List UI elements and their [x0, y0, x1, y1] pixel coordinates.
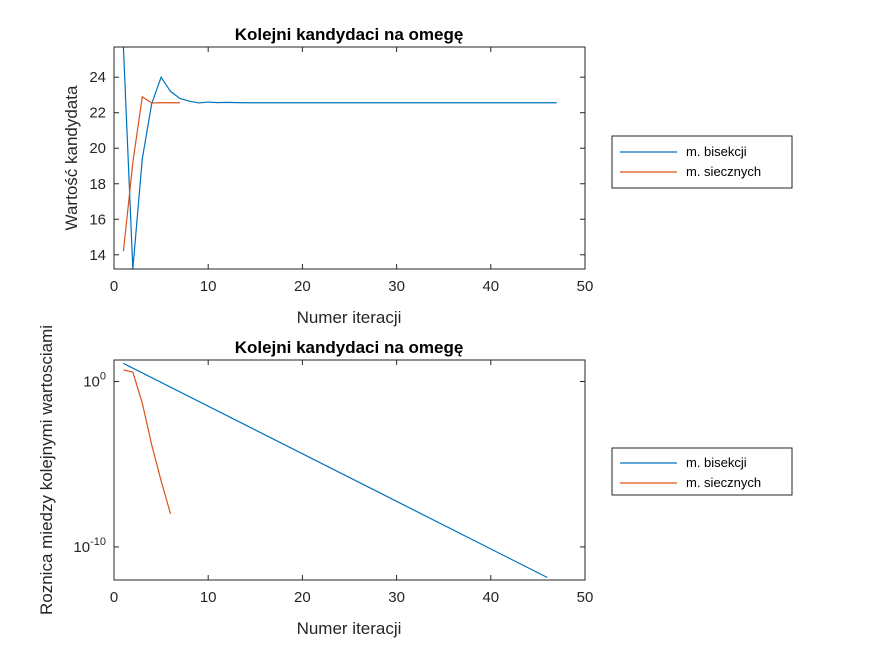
y-tick-label: 16: [89, 211, 106, 228]
x-tick-label: 50: [577, 278, 594, 295]
x-tick-label: 10: [200, 278, 217, 295]
legend-label-siecznych: m. siecznych: [686, 475, 761, 490]
x-axis-label: Numer iteracji: [297, 308, 402, 327]
y-tick-label: 24: [89, 69, 106, 86]
x-tick-label: 10: [200, 589, 217, 606]
y-tick-label: 22: [89, 105, 106, 122]
x-tick-label: 0: [110, 278, 118, 295]
y-axis-label: Roznica miedzy kolejnymi wartosciami: [37, 325, 56, 615]
x-tick-label: 20: [294, 589, 311, 606]
legend-box: [611, 135, 793, 189]
series-line-siecznych: [123, 369, 172, 514]
legend-label-bisekcji: m. bisekcji: [686, 455, 747, 470]
x-tick-label: 40: [482, 589, 499, 606]
axes-box: [113, 46, 586, 270]
plot-area: [123, 362, 548, 579]
x-tick-label: 40: [482, 278, 499, 295]
series-line-bisekcji: [123, 362, 548, 579]
x-tick-label: 30: [388, 278, 405, 295]
y-tick-label: 18: [89, 176, 106, 193]
y-tick-label: 10-10: [73, 536, 106, 556]
x-axis-label: Numer iteracji: [297, 619, 402, 638]
x-tick-label: 20: [294, 278, 311, 295]
y-tick-label: 100: [83, 371, 106, 391]
x-axis: 0 10 20 30 40 50: [110, 47, 594, 295]
axes-box: [113, 359, 586, 581]
chart-title: Kolejni kandydaci na omegę: [235, 338, 464, 357]
x-tick-label: 50: [577, 589, 594, 606]
chart-title: Kolejni kandydaci na omegę: [235, 25, 464, 44]
legend-label-siecznych: m. siecznych: [686, 164, 761, 179]
series-line-bisekcji: [122, 47, 557, 269]
chart-differences: Kolejni kandydaci na omegę 0 10 20 30 40 50 1…: [37, 325, 793, 638]
y-axis: 14 16 18 20 22 24: [89, 69, 585, 264]
legend: m. bisekcji m. siecznych: [611, 447, 793, 496]
chart-candidates: Kolejni kandydaci na omegę 0 10 20 30 40 50 1…: [62, 25, 793, 327]
legend-box: [611, 447, 793, 496]
legend: m. bisekcji m. siecznych: [611, 135, 793, 189]
plot-area: [122, 47, 557, 269]
y-axis-label: Wartość kandydata: [62, 85, 81, 230]
series-line-siecznych: [122, 95, 180, 252]
y-tick-label: 20: [89, 140, 106, 157]
y-tick-label: 14: [89, 247, 106, 264]
legend-label-bisekcji: m. bisekcji: [686, 144, 747, 159]
x-tick-label: 30: [388, 589, 405, 606]
x-tick-label: 0: [110, 589, 118, 606]
x-axis: 0 10 20 30 40 50: [110, 360, 594, 606]
y-axis: 100 10-10: [73, 371, 585, 556]
